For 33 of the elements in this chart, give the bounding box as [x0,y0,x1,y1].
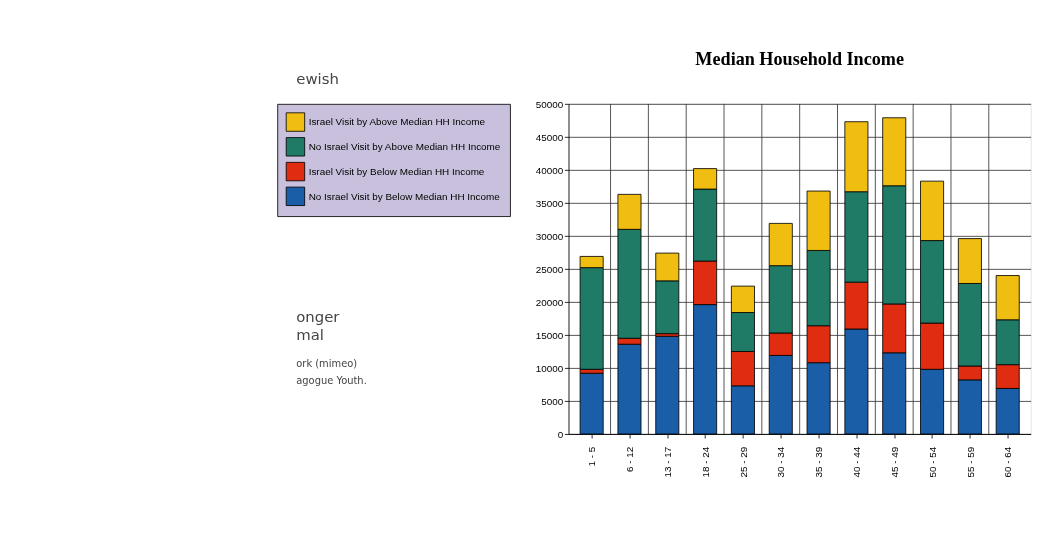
y-tick-label: 10000 [535,362,564,374]
y-tick-label: 30000 [535,230,564,242]
x-tick-label: 45 - 49 [888,446,900,478]
y-tick-label: 50000 [535,98,564,110]
text: onger [296,307,341,326]
y-tick-label: 35000 [535,197,564,209]
text: agogue Youth. [296,374,367,386]
x-tick-label: 40 - 44 [851,446,863,478]
legend-label: No Israel Visit by Below Median HH Income [308,190,501,202]
y-tick-label: 5000 [541,395,564,407]
legend-label: Israel Visit by Below Median HH Income [308,165,485,177]
text: ewish [296,70,339,89]
text: mal [296,325,324,344]
x-tick-label: 6 - 12 [624,446,636,473]
y-tick-label: 0 [557,428,564,440]
chart-title: Median Household Income [695,49,904,70]
x-tick-label: 35 - 39 [813,446,825,478]
legend-label: No Israel Visit by Above Median HH Income [308,141,501,153]
y-tick-label: 40000 [535,164,564,176]
x-tick-label: 1 - 5 [586,446,598,467]
x-tick-label: 18 - 24 [699,446,711,478]
x-tick-label: 25 - 29 [737,446,749,478]
x-tick-label: 50 - 54 [926,446,938,478]
y-tick-label: 15000 [535,329,564,341]
y-tick-label: 20000 [535,296,564,308]
y-tick-label: 25000 [535,263,564,275]
x-tick-label: 13 - 17 [662,446,673,478]
y-tick-label: 45000 [535,131,564,143]
legend-label: Israel Visit by Above Median HH Income [308,116,486,128]
x-tick-label: 60 - 64 [1002,446,1014,478]
x-tick-label: 30 - 34 [775,446,787,478]
text: ork (mimeo) [296,358,358,370]
x-tick-label: 55 - 59 [964,446,976,478]
